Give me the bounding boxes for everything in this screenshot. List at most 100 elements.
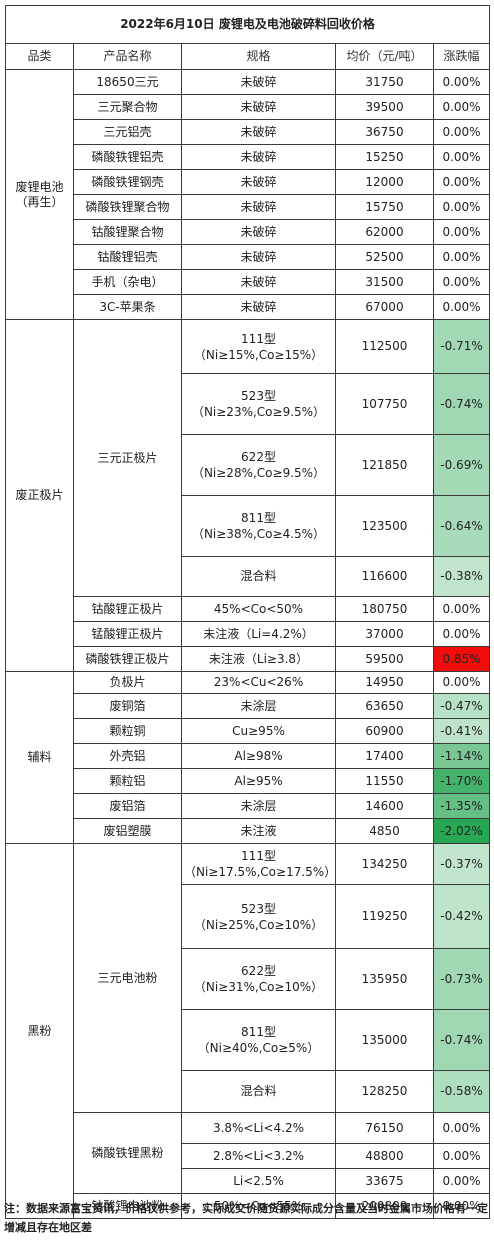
spec-cell: Cu≥95% xyxy=(181,718,336,744)
price-cell: 76150 xyxy=(335,1112,434,1144)
price-cell: 60900 xyxy=(335,718,434,744)
table-row: 废铝箔 未涂层 14600 -1.35% xyxy=(6,793,491,819)
spec-cell: 混合料 xyxy=(181,1070,336,1113)
header-price: 均价（元/吨） xyxy=(335,43,434,70)
price-cell: 135950 xyxy=(335,948,434,1010)
price-cell: 4850 xyxy=(335,818,434,844)
spec-cell: 111型 （Ni≥15%,Co≥15%） xyxy=(181,319,336,374)
change-cell: -0.74% xyxy=(432,1009,491,1071)
change-cell: -1.35% xyxy=(432,793,491,819)
product-cell: 三元聚合物 xyxy=(73,94,182,120)
change-cell: 0.00% xyxy=(432,1193,491,1219)
price-cell: 62000 xyxy=(335,219,434,245)
spec-cell: 23%<Cu<26% xyxy=(181,671,336,694)
price-cell: 33675 xyxy=(335,1168,434,1194)
price-cell: 135000 xyxy=(335,1009,434,1071)
table-row: 三元聚合物 未破碎 39500 0.00% xyxy=(6,94,491,120)
change-cell: -0.38% xyxy=(432,556,491,597)
table-row: 混合料 116600 -0.38% xyxy=(6,556,491,597)
spec-cell: 622型 （Ni≥28%,Co≥9.5%） xyxy=(181,434,336,496)
footnote: 注：数据来源富宝资讯，价格仅供参考，实际成交价随货源实际成分含量及当时金属市场价… xyxy=(4,1202,488,1234)
table-row: 2.8%<Li<3.2% 48800 0.00% xyxy=(6,1143,491,1169)
price-cell: 17400 xyxy=(335,743,434,769)
header-spec: 规格 xyxy=(181,43,336,70)
table-row: 锰酸锂正极片 未注液（Li=4.2%） 37000 0.00% xyxy=(6,621,491,647)
product-cell: 三元正极片 xyxy=(73,319,182,597)
price-cell: 14950 xyxy=(335,671,434,694)
change-cell: 0.00% xyxy=(432,1143,491,1169)
price-cell: 107750 xyxy=(335,373,434,435)
change-cell: -0.37% xyxy=(432,843,491,885)
product-cell: 3C-苹果条 xyxy=(73,294,182,320)
change-cell: -0.42% xyxy=(432,884,491,949)
table-row: 622型 （Ni≥31%,Co≥10%） 135950 -0.73% xyxy=(6,948,491,1010)
change-cell: -0.71% xyxy=(432,319,491,374)
table-row: 磷酸铁锂正极片 未注液（Li≥3.8） 59500 0.85% xyxy=(6,646,491,672)
change-cell: -0.69% xyxy=(432,434,491,496)
change-cell: -0.47% xyxy=(432,693,491,719)
product-cell: 钴酸锂正极片 xyxy=(73,596,182,622)
change-cell: -1.70% xyxy=(432,768,491,794)
table-row: 3C-苹果条 未破碎 67000 0.00% xyxy=(6,294,491,320)
price-cell: 12000 xyxy=(335,169,434,195)
price-cell: 37000 xyxy=(335,621,434,647)
spec-cell: 2.8%<Li<3.2% xyxy=(181,1143,336,1169)
spec-cell: 未注液（Li=4.2%） xyxy=(181,621,336,647)
change-cell: 0.00% xyxy=(432,244,491,270)
spec-cell: 混合料 xyxy=(181,556,336,597)
spec-cell: 50%<Co<55% xyxy=(181,1193,336,1219)
spec-cell: 未破碎 xyxy=(181,144,336,170)
change-cell: 0.85% xyxy=(432,646,491,672)
header-product: 产品名称 xyxy=(73,43,182,70)
spec-cell: Al≥98% xyxy=(181,743,336,769)
table-row: 废铜箔 未涂层 63650 -0.47% xyxy=(6,693,491,719)
price-cell: 112500 xyxy=(335,319,434,374)
product-cell: 外壳铝 xyxy=(73,743,182,769)
product-cell: 三元电池粉 xyxy=(73,843,182,1113)
header-category: 品类 xyxy=(5,43,74,70)
change-cell: 0.00% xyxy=(432,671,491,694)
spec-cell: 523型 （Ni≥25%,Co≥10%） xyxy=(181,884,336,949)
spec-cell: Li<2.5% xyxy=(181,1168,336,1194)
price-cell: 39500 xyxy=(335,94,434,120)
spec-cell: 523型 （Ni≥23%,Co≥9.5%） xyxy=(181,373,336,435)
price-cell: 36750 xyxy=(335,119,434,145)
change-cell: 0.00% xyxy=(432,1168,491,1194)
price-cell: 67000 xyxy=(335,294,434,320)
price-cell: 121850 xyxy=(335,434,434,496)
change-cell: -0.58% xyxy=(432,1070,491,1113)
table-row: 辅料 负极片 23%<Cu<26% 14950 0.00% xyxy=(5,671,491,844)
spec-cell: 未注液 xyxy=(181,818,336,844)
change-cell: 0.00% xyxy=(432,144,491,170)
spec-cell: 未注液（Li≥3.8） xyxy=(181,646,336,672)
table-row: 811型 （Ni≥40%,Co≥5%） 135000 -0.74% xyxy=(6,1009,491,1071)
spec-cell: 3.8%<Li<4.2% xyxy=(181,1112,336,1144)
change-cell: -1.14% xyxy=(432,743,491,769)
price-cell: 15750 xyxy=(335,194,434,220)
table-row: 钴酸锂聚合物 未破碎 62000 0.00% xyxy=(6,219,491,245)
price-cell: 59500 xyxy=(335,646,434,672)
spec-cell: 未破碎 xyxy=(181,244,336,270)
change-cell: 0.00% xyxy=(432,1112,491,1144)
table-row: 废铝塑膜 未注液 4850 -2.02% xyxy=(6,818,491,844)
change-cell: 0.00% xyxy=(432,596,491,622)
spec-cell: 未破碎 xyxy=(181,219,336,245)
spec-cell: 未破碎 xyxy=(181,69,336,95)
product-cell: 颗粒铝 xyxy=(73,768,182,794)
category-cell: 辅料 xyxy=(5,671,74,844)
table-row: 黑粉 三元电池粉 111型 （Ni≥17.5%,Co≥17.5%） 134250 -0.… xyxy=(5,843,491,1219)
spec-cell: 未破碎 xyxy=(181,94,336,120)
product-cell: 锰酸锂正极片 xyxy=(73,621,182,647)
price-table: 2022年6月10日 废锂电及电池破碎料回收价格 品类 产品名称 规格 均价（元… xyxy=(4,5,491,1219)
spec-cell: 622型 （Ni≥31%,Co≥10%） xyxy=(181,948,336,1010)
table-row: 外壳铝 Al≥98% 17400 -1.14% xyxy=(6,743,491,769)
price-cell: 31500 xyxy=(335,269,434,295)
change-cell: -0.73% xyxy=(432,948,491,1010)
table-row: 三元铝壳 未破碎 36750 0.00% xyxy=(6,119,491,145)
table-row: 523型 （Ni≥25%,Co≥10%） 119250 -0.42% xyxy=(6,884,491,949)
category-cell: 黑粉 xyxy=(5,843,74,1219)
table-row: 手机（杂电） 未破碎 31500 0.00% xyxy=(6,269,491,295)
change-cell: 0.00% xyxy=(432,169,491,195)
price-cell: 48800 xyxy=(335,1143,434,1169)
